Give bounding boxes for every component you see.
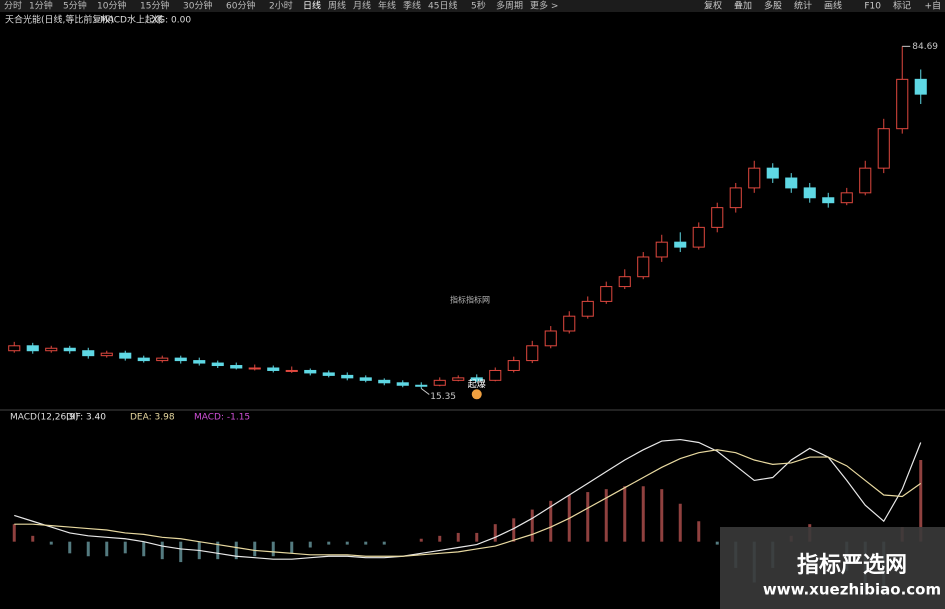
candle-body <box>489 369 502 381</box>
toolbar-item[interactable]: 年线 <box>378 0 396 12</box>
candle-body <box>322 372 335 376</box>
candle-body <box>378 379 391 384</box>
candle-body <box>526 345 539 362</box>
candle-body <box>711 207 724 228</box>
candle-body <box>193 360 206 364</box>
candle-body <box>692 226 705 248</box>
low-pointer <box>420 388 430 395</box>
toolbar-item[interactable]: 日线 <box>303 0 321 12</box>
candle-body <box>748 167 761 189</box>
toolbar-item[interactable]: 分时 <box>4 0 22 12</box>
toolbar-item[interactable]: 1分钟 <box>29 0 53 12</box>
candle-body <box>600 286 613 302</box>
watermark-title: 指标严选网 <box>797 552 907 578</box>
toolbar-item[interactable]: 30分钟 <box>183 0 212 12</box>
candle-body <box>803 187 816 199</box>
toolbar-item[interactable]: 45日线 <box>428 0 457 12</box>
candle-body <box>618 276 631 288</box>
toolbar-item[interactable]: F10 <box>864 2 881 12</box>
candle-body <box>729 187 742 209</box>
toolbar-item[interactable]: 叠加 <box>734 1 752 12</box>
toolbar-item[interactable]: 复权 <box>704 0 722 12</box>
toolbar-item[interactable]: 周线 <box>328 0 346 12</box>
candle-body <box>637 256 650 278</box>
candle-body <box>433 379 446 386</box>
candle-body <box>248 367 261 370</box>
toolbar-item[interactable]: 画线 <box>824 0 842 12</box>
toolbar-item[interactable]: 更多 > <box>530 0 558 12</box>
legend-entry: DEA: 3.98 <box>130 413 175 423</box>
stock-title: 天合光能(日线,等比前复权) <box>5 14 114 26</box>
candle-body <box>452 377 465 381</box>
toolbar-item[interactable]: 5分钟 <box>63 0 87 12</box>
watermark-url: www.xuezhibiao.com <box>763 581 941 599</box>
candle-body <box>359 377 372 381</box>
watermark-box <box>720 527 945 609</box>
candle-body <box>655 241 668 258</box>
indicator-value: XG: 0.00 <box>152 16 191 26</box>
candle-body <box>674 241 687 248</box>
macd-line <box>14 438 922 560</box>
toolbar-item[interactable]: 季线 <box>403 0 421 12</box>
candle-body <box>785 177 798 189</box>
toolbar-item[interactable]: 统计 <box>794 0 812 12</box>
toolbar-item[interactable]: 多周期 <box>496 0 523 12</box>
candle-body <box>285 369 298 372</box>
candle-body <box>230 365 243 369</box>
candle-body <box>470 377 483 381</box>
toolbar-item[interactable]: 5秒 <box>471 0 486 12</box>
candle-body <box>304 369 317 374</box>
candle-body <box>137 357 150 362</box>
candle-body <box>45 347 58 352</box>
candle-body <box>341 374 354 379</box>
signal-marker <box>471 389 482 400</box>
signal-label: 起爆 <box>468 378 486 390</box>
high-label: 84.69 <box>912 42 938 52</box>
candle-body <box>822 197 835 204</box>
toolbar-item[interactable]: 15分钟 <box>140 0 169 12</box>
center-watermark: 指标指标网 <box>450 295 490 305</box>
macd-title: MACD(12,26,9) <box>10 413 78 423</box>
candle-body <box>840 192 853 204</box>
candle-body <box>563 315 576 332</box>
toolbar-item[interactable]: 多股 <box>764 0 782 12</box>
candle-body <box>415 384 428 387</box>
toolbar-item[interactable]: 10分钟 <box>97 0 126 12</box>
candle-body <box>63 347 76 352</box>
candle-body <box>211 362 224 367</box>
toolbar-item[interactable]: 标记 <box>893 0 911 12</box>
candle-body <box>914 78 927 95</box>
toolbar-item[interactable]: +自 <box>924 0 941 12</box>
legend-entry: MACD: -1.15 <box>194 413 250 423</box>
candle-body <box>859 167 872 194</box>
toolbar <box>0 0 945 12</box>
candle-body <box>156 357 169 362</box>
candle-body <box>396 382 409 386</box>
candle-body <box>119 352 132 359</box>
candle-body <box>766 167 779 179</box>
candle-body <box>267 367 280 371</box>
low-label: 15.35 <box>430 392 456 402</box>
toolbar-item[interactable]: 月线 <box>353 0 371 12</box>
indicator-name: MACD水上起爆 <box>100 14 163 26</box>
toolbar-item[interactable]: 60分钟 <box>226 0 255 12</box>
candle-body <box>507 360 520 371</box>
candle-body <box>8 345 21 352</box>
candle-body <box>877 128 890 169</box>
candle-body <box>26 345 39 352</box>
candle-body <box>581 300 594 317</box>
toolbar-item[interactable]: 2小时 <box>269 0 293 12</box>
candle-body <box>174 357 187 362</box>
candle-body <box>82 350 95 357</box>
candle-body <box>896 78 909 130</box>
candle-body <box>100 352 113 357</box>
macd-line <box>14 449 922 557</box>
legend-entry: DIF: 3.40 <box>66 413 106 423</box>
candle-body <box>544 330 557 347</box>
